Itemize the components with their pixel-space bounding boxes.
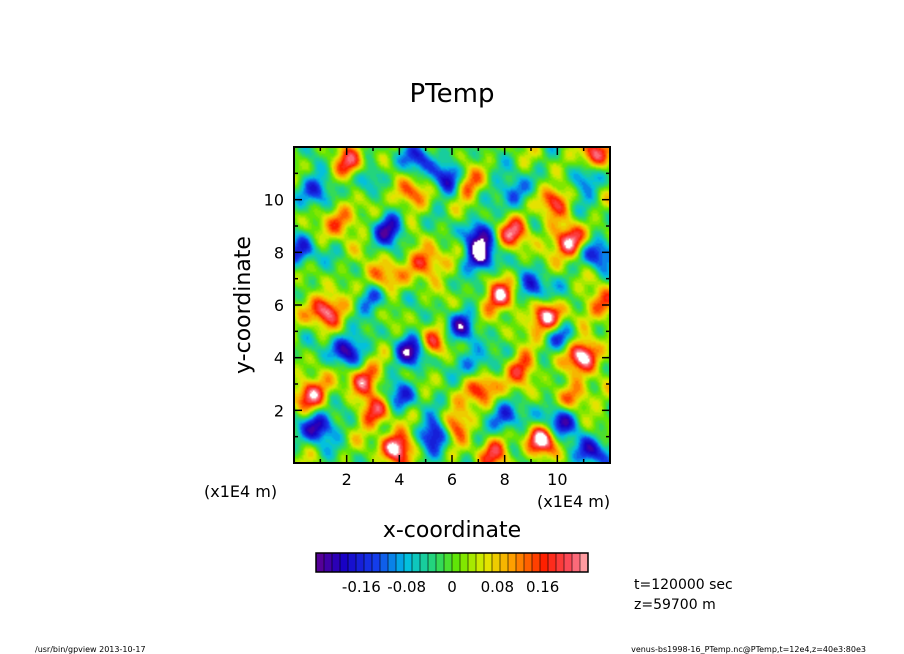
colorbar-swatch xyxy=(428,553,437,572)
x-tick-label: 6 xyxy=(447,470,457,489)
height-annotation: z=59700 m xyxy=(634,597,716,613)
heatmap-field xyxy=(294,147,610,463)
x-tick-labels: 2 4 6 8 10 xyxy=(342,470,568,489)
colorbar-swatch xyxy=(524,553,533,572)
colorbar-swatch xyxy=(420,553,429,572)
chart-title: PTemp xyxy=(410,79,495,109)
colorbar-swatch xyxy=(540,553,549,572)
colorbar-swatch xyxy=(460,553,469,572)
colorbar-swatch xyxy=(444,553,453,572)
colorbar-swatch xyxy=(356,553,365,572)
colorbar-swatch xyxy=(396,553,405,572)
time-annotation: t=120000 sec xyxy=(634,577,733,593)
colorbar-swatch xyxy=(564,553,573,572)
colorbar-swatch xyxy=(340,553,349,572)
colorbar-swatch xyxy=(404,553,413,572)
x-unit-label-left: (x1E4 m) xyxy=(204,482,277,501)
axis-ticks xyxy=(294,147,610,463)
y-axis-label: y-coordinate xyxy=(231,236,256,374)
colorbar-swatch xyxy=(316,553,325,572)
colorbar-swatch xyxy=(364,553,373,572)
colorbar-swatch xyxy=(484,553,493,572)
colorbar-swatch xyxy=(556,553,565,572)
colorbar-swatch xyxy=(492,553,501,572)
x-axis-label: x-coordinate xyxy=(383,518,521,543)
colorbar-swatch xyxy=(516,553,525,572)
y-tick-label: 8 xyxy=(274,243,284,262)
colorbar-swatch xyxy=(332,553,341,572)
plot-area xyxy=(293,146,611,464)
colorbar-swatch xyxy=(548,553,557,572)
colorbar xyxy=(315,552,589,573)
y-tick-label: 2 xyxy=(274,401,284,420)
x-tick-label: 4 xyxy=(394,470,404,489)
colorbar-swatch xyxy=(348,553,357,572)
colorbar-tick-label: 0 xyxy=(447,578,457,596)
x-tick-label: 2 xyxy=(342,470,352,489)
x-unit-label-right: (x1E4 m) xyxy=(537,492,610,511)
x-tick-label: 10 xyxy=(547,470,567,489)
colorbar-tick-label: -0.16 xyxy=(342,578,381,596)
colorbar-swatch xyxy=(580,553,589,572)
footer-left: /usr/bin/gpview 2013-10-17 xyxy=(35,645,146,654)
colorbar-tick-labels: -0.16 -0.08 0 0.08 0.16 xyxy=(342,578,559,596)
y-tick-label: 10 xyxy=(264,191,284,210)
colorbar-swatch xyxy=(372,553,381,572)
colorbar-swatch xyxy=(380,553,389,572)
y-tick-labels: 2 4 6 8 10 xyxy=(264,191,284,421)
colorbar-tick-label: -0.08 xyxy=(387,578,426,596)
colorbar-swatch xyxy=(324,553,333,572)
colorbar-swatch xyxy=(476,553,485,572)
colorbar-swatch xyxy=(452,553,461,572)
colorbar-swatch xyxy=(532,553,541,572)
colorbar-swatch xyxy=(412,553,421,572)
x-tick-label: 8 xyxy=(500,470,510,489)
colorbar-swatch xyxy=(436,553,445,572)
colorbar-swatch xyxy=(572,553,581,572)
y-tick-label: 6 xyxy=(274,296,284,315)
colorbar-swatch xyxy=(468,553,477,572)
y-tick-label: 4 xyxy=(274,349,284,368)
colorbar-frame xyxy=(315,552,589,573)
colorbar-tick-label: 0.16 xyxy=(526,578,559,596)
colorbar-tick-label: 0.08 xyxy=(481,578,514,596)
colorbar-swatch xyxy=(508,553,517,572)
colorbar-swatch xyxy=(500,553,509,572)
colorbar-swatch xyxy=(388,553,397,572)
footer-right: venus-bs1998-16_PTemp.nc@PTemp,t=12e4,z=… xyxy=(631,645,866,654)
